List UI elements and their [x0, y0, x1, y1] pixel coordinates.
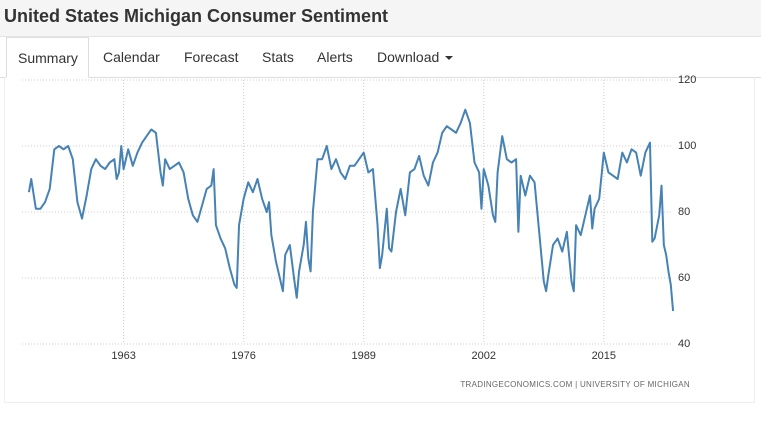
y-tick-label: 40 [678, 338, 690, 350]
tab-bar: Summary Calendar Forecast Stats Alerts D… [0, 37, 761, 78]
x-tick-label: 1976 [231, 350, 255, 362]
y-tick-label: 120 [678, 74, 696, 86]
page-title: United States Michigan Consumer Sentimen… [4, 6, 389, 26]
header: United States Michigan Consumer Sentimen… [0, 0, 761, 37]
y-tick-label: 60 [678, 272, 690, 284]
tab[interactable]: Stats [262, 49, 294, 65]
tab-label[interactable]: Download [377, 49, 440, 65]
caret [445, 56, 454, 61]
y-tick-label: 100 [678, 140, 696, 152]
y-tick-label: 80 [678, 206, 690, 218]
x-tick-label: 2002 [472, 350, 496, 362]
x-tick-label: 1989 [351, 350, 375, 362]
chart-container [4, 77, 755, 403]
tab-dropdown[interactable]: Download [377, 37, 454, 77]
tab[interactable]: Alerts [317, 49, 353, 65]
tab[interactable]: Calendar [103, 49, 160, 65]
tab[interactable]: Forecast [184, 49, 239, 65]
x-tick-label: 2015 [592, 350, 616, 362]
series-line [27, 108, 675, 312]
x-tick-label: 1963 [111, 350, 135, 362]
tab[interactable]: Summary [6, 37, 89, 78]
source: TRADINGECONOMICS.COM | UNIVERSITY OF MIC… [460, 380, 690, 389]
